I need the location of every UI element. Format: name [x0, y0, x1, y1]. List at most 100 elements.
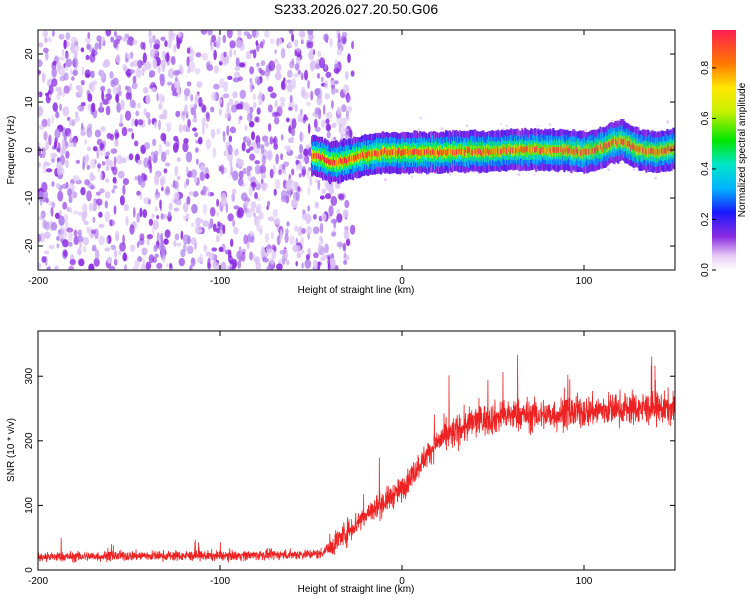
noise-blob: [108, 265, 116, 270]
noise-blob: [80, 187, 86, 196]
noise-blob: [74, 44, 80, 52]
noise-blob: [331, 231, 337, 237]
noise-blob: [217, 221, 221, 228]
noise-blob: [157, 65, 161, 74]
noise-blob: [250, 201, 257, 209]
noise-blob: [232, 91, 238, 99]
noise-blob: [136, 241, 140, 248]
sparse-point: [607, 168, 611, 172]
noise-blob: [229, 259, 235, 265]
noise-blob: [334, 264, 339, 270]
noise-blob: [248, 120, 255, 128]
noise-blob: [351, 40, 355, 50]
noise-blob: [177, 31, 183, 38]
noise-blob: [222, 34, 227, 44]
y-tick-label: -20: [24, 238, 35, 253]
noise-blob: [246, 112, 253, 122]
noise-blob: [233, 149, 239, 157]
snr-axes: -200 -100 0 100 0 100 200 300: [24, 331, 675, 587]
noise-blob: [162, 255, 166, 263]
x-tick-label: 0: [399, 576, 405, 587]
noise-blob: [273, 116, 280, 125]
sparse-point: [418, 128, 421, 131]
noise-blob: [94, 42, 99, 50]
noise-blob: [158, 119, 161, 131]
noise-blob: [232, 219, 236, 228]
noise-blob: [254, 216, 259, 225]
sparse-point: [505, 124, 508, 128]
noise-blob: [112, 185, 118, 190]
noise-blob: [47, 265, 51, 270]
noise-blob: [242, 168, 247, 175]
noise-blob: [213, 65, 220, 74]
noise-blob: [111, 189, 115, 194]
noise-blob: [195, 52, 202, 58]
noise-blob: [312, 214, 317, 220]
noise-blob: [325, 123, 331, 132]
noise-blob: [160, 232, 164, 244]
noise-blob: [99, 188, 105, 194]
noise-blob: [110, 148, 118, 155]
colorbar-ticks: 0.0 0.2 0.4 0.6 0.8: [700, 61, 716, 277]
noise-blob: [84, 155, 89, 166]
noise-blob: [230, 165, 233, 176]
noise-blob: [131, 132, 134, 140]
noise-blob: [142, 52, 147, 63]
noise-blob: [300, 236, 304, 247]
noise-blob: [88, 82, 93, 90]
y-tick-label: 10: [24, 96, 35, 108]
noise-blob: [276, 235, 281, 246]
colorbar-tick-label: 0.8: [700, 61, 711, 75]
noise-blob: [114, 231, 120, 241]
noise-blob: [63, 72, 69, 81]
noise-blob: [62, 201, 68, 210]
noise-blob: [297, 113, 304, 123]
noise-blob: [48, 84, 54, 95]
noise-blob: [199, 171, 205, 182]
noise-blob: [48, 134, 52, 146]
signal-track-cell: [673, 145, 675, 151]
noise-blob: [81, 66, 85, 76]
noise-blob: [273, 143, 279, 150]
noise-blob: [165, 149, 170, 155]
noise-blob: [151, 151, 154, 160]
noise-blob: [113, 205, 117, 215]
noise-blob: [104, 200, 108, 209]
noise-blob: [61, 145, 66, 155]
noise-blob: [45, 51, 49, 61]
noise-blob: [173, 44, 177, 53]
noise-blob: [318, 242, 322, 251]
noise-blob: [280, 134, 284, 141]
noise-blob: [133, 207, 136, 218]
noise-blob: [336, 106, 342, 115]
noise-blob: [170, 32, 176, 38]
noise-blob: [322, 104, 326, 115]
noise-blob: [72, 210, 79, 215]
noise-blob: [142, 209, 148, 218]
noise-blob: [274, 178, 281, 189]
noise-blob: [318, 57, 326, 69]
noise-blob: [308, 147, 312, 157]
noise-blob: [300, 108, 303, 115]
noise-blob: [65, 150, 70, 159]
noise-blob: [143, 157, 149, 168]
noise-blob: [114, 139, 119, 148]
noise-blob: [118, 84, 121, 93]
noise-blob: [319, 195, 325, 200]
noise-blob: [194, 177, 198, 184]
noise-blob: [56, 147, 60, 152]
noise-blob: [256, 62, 260, 67]
noise-blob: [306, 225, 312, 235]
noise-blob: [121, 126, 128, 137]
colorbar-label: Normalized spectral amplitude: [737, 82, 748, 217]
noise-blob: [127, 53, 132, 60]
noise-blob: [167, 39, 172, 49]
noise-blob: [104, 247, 111, 252]
noise-blob: [199, 253, 203, 262]
noise-blob: [201, 117, 206, 127]
noise-blob: [50, 157, 56, 163]
noise-blob: [57, 190, 64, 202]
noise-blob: [164, 229, 171, 239]
